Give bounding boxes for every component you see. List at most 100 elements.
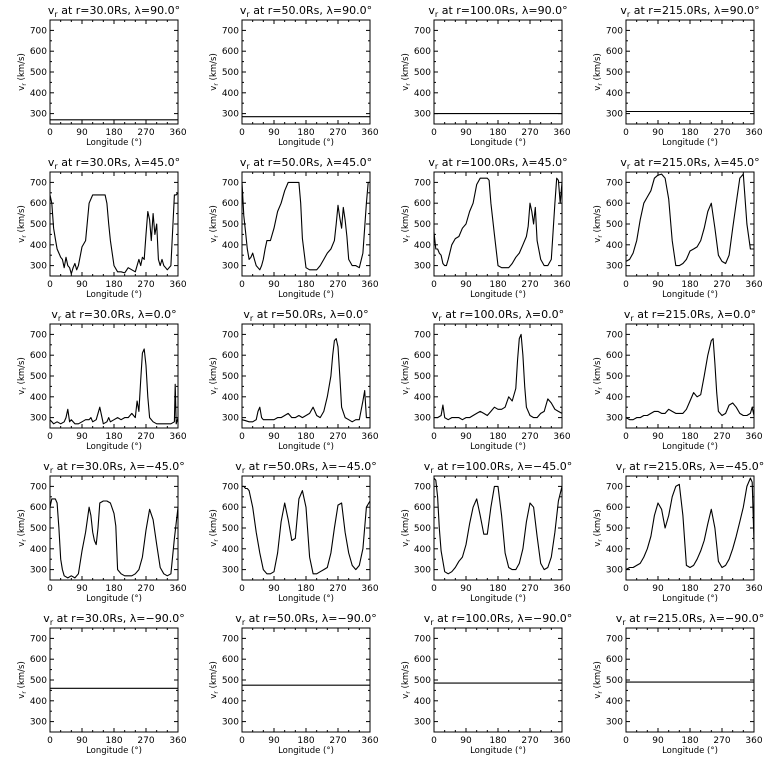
y-tick-label: 700 — [222, 634, 239, 644]
x-tick-label: 360 — [553, 584, 570, 594]
y-axis-label: vr (km/s) — [593, 661, 604, 699]
x-axis-label: Longitude (°) — [662, 746, 718, 756]
x-tick-label: 0 — [47, 584, 53, 594]
y-tick-label: 600 — [606, 351, 623, 361]
x-tick-label: 270 — [137, 280, 154, 290]
x-tick-label: 270 — [713, 432, 730, 442]
x-tick-label: 180 — [105, 280, 122, 290]
panel: vr at r=30.0Rs, λ=0.0° 0 90 180 270 360 300 400… — [17, 308, 187, 452]
y-axis-label: vr (km/s) — [401, 509, 412, 547]
x-tick-label: 180 — [105, 584, 122, 594]
plot-frame — [241, 171, 371, 277]
y-axis-label: vr (km/s) — [593, 509, 604, 547]
x-tick-label: 0 — [623, 280, 629, 290]
x-tick-label: 0 — [239, 432, 245, 442]
y-tick-label: 600 — [414, 199, 431, 209]
x-tick-label: 90 — [268, 736, 280, 746]
x-tick-label: 270 — [521, 736, 538, 746]
panel-title: vr at r=215.0Rs, λ=0.0° — [624, 308, 756, 323]
x-tick-label: 270 — [329, 736, 346, 746]
y-tick-label: 600 — [30, 351, 47, 361]
velocity-series-line — [49, 348, 179, 425]
panel-title: vr at r=50.0Rs, λ=90.0° — [240, 4, 372, 19]
y-tick-label: 700 — [606, 330, 623, 340]
x-tick-label: 360 — [361, 432, 378, 442]
x-tick-label: 180 — [489, 736, 506, 746]
panel: vr at r=100.0Rs, λ=−45.0° 0 90 180 270 360 300… — [401, 460, 572, 604]
plot-frame — [49, 627, 179, 733]
plot-frame — [433, 627, 563, 733]
y-tick-label: 500 — [606, 524, 623, 534]
panel-title: vr at r=50.0Rs, λ=−90.0° — [235, 612, 376, 627]
panel: vr at r=30.0Rs, λ=−45.0° 0 90 180 270 360 300 4… — [17, 460, 187, 604]
y-tick-label: 300 — [414, 262, 431, 272]
x-tick-label: 270 — [137, 128, 154, 138]
y-tick-label: 700 — [222, 482, 239, 492]
x-tick-label: 90 — [460, 280, 472, 290]
y-tick-label: 500 — [606, 372, 623, 382]
y-tick-label: 500 — [30, 68, 47, 78]
x-tick-label: 270 — [137, 432, 154, 442]
y-tick-label: 500 — [222, 524, 239, 534]
y-tick-label: 500 — [414, 676, 431, 686]
velocity-series-line — [433, 477, 563, 575]
y-tick-label: 700 — [606, 634, 623, 644]
y-tick-label: 300 — [30, 262, 47, 272]
panel-title: vr at r=30.0Rs, λ=−45.0° — [43, 460, 184, 475]
plot-frame — [625, 627, 755, 733]
plot-frame — [625, 19, 755, 125]
x-tick-label: 90 — [460, 736, 472, 746]
x-tick-label: 180 — [105, 736, 122, 746]
y-tick-label: 600 — [414, 47, 431, 57]
y-tick-label: 400 — [414, 393, 431, 403]
x-tick-label: 180 — [681, 584, 698, 594]
plot-frame — [241, 627, 371, 733]
y-tick-label: 700 — [606, 178, 623, 188]
y-axis-label: vr (km/s) — [209, 205, 220, 243]
y-tick-label: 500 — [606, 220, 623, 230]
x-tick-label: 180 — [489, 584, 506, 594]
x-axis-label: Longitude (°) — [470, 442, 526, 452]
panel: vr at r=30.0Rs, λ=−90.0° 0 90 180 270 360 300 4… — [17, 612, 187, 756]
plot-frame — [241, 19, 371, 125]
x-tick-label: 0 — [623, 432, 629, 442]
panel: vr at r=215.0Rs, λ=90.0° 0 90 180 270 360 300 4… — [593, 4, 763, 148]
x-tick-label: 360 — [169, 128, 186, 138]
x-tick-label: 0 — [431, 736, 437, 746]
y-tick-label: 400 — [222, 697, 239, 707]
y-tick-label: 300 — [414, 566, 431, 576]
x-tick-label: 360 — [361, 736, 378, 746]
x-tick-label: 90 — [460, 128, 472, 138]
panel: vr at r=50.0Rs, λ=90.0° 0 90 180 270 360 300 40… — [209, 4, 379, 148]
y-tick-label: 300 — [606, 110, 623, 120]
x-tick-label: 360 — [553, 736, 570, 746]
panel-title: vr at r=30.0Rs, λ=−90.0° — [43, 612, 184, 627]
y-tick-label: 300 — [414, 718, 431, 728]
x-tick-label: 180 — [681, 280, 698, 290]
y-axis-label: vr (km/s) — [401, 53, 412, 91]
y-tick-label: 600 — [414, 655, 431, 665]
x-tick-label: 90 — [76, 584, 88, 594]
velocity-series-line — [49, 498, 179, 579]
x-tick-label: 360 — [553, 280, 570, 290]
y-tick-label: 400 — [606, 393, 623, 403]
x-tick-label: 360 — [361, 584, 378, 594]
panel: vr at r=50.0Rs, λ=−90.0° 0 90 180 270 360 300 4… — [209, 612, 379, 756]
y-axis-label: vr (km/s) — [209, 509, 220, 547]
plot-frame — [625, 323, 755, 429]
velocity-series-line — [625, 338, 755, 421]
x-tick-label: 180 — [297, 736, 314, 746]
x-axis-label: Longitude (°) — [278, 442, 334, 452]
y-tick-label: 400 — [222, 89, 239, 99]
panel: vr at r=30.0Rs, λ=45.0° 0 90 180 270 360 300 40… — [17, 156, 187, 300]
y-tick-label: 400 — [30, 89, 47, 99]
y-axis-label: vr (km/s) — [401, 205, 412, 243]
x-tick-label: 180 — [489, 432, 506, 442]
x-tick-label: 90 — [652, 280, 664, 290]
x-tick-label: 180 — [105, 432, 122, 442]
y-tick-label: 700 — [414, 26, 431, 36]
x-axis-label: Longitude (°) — [86, 442, 142, 452]
y-tick-label: 400 — [606, 545, 623, 555]
y-tick-label: 300 — [30, 566, 47, 576]
y-tick-label: 400 — [414, 89, 431, 99]
